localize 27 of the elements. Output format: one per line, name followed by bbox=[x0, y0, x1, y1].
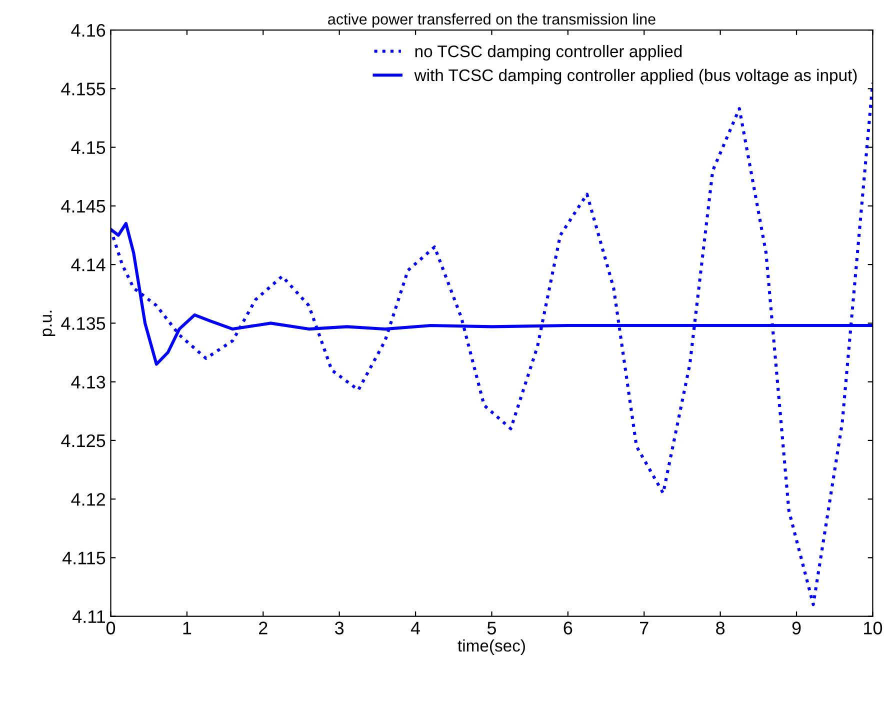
y-axis-title: p.u. bbox=[42, 310, 56, 336]
x-tick-label: 10 bbox=[864, 622, 882, 634]
x-tick-label: 5 bbox=[487, 622, 496, 634]
y-tick-label: 4.15 bbox=[71, 141, 106, 154]
chart-title: active power transferred on the transmission line bbox=[328, 13, 656, 28]
x-tick-label: 9 bbox=[792, 622, 801, 634]
x-tick-label: 1 bbox=[183, 622, 192, 634]
x-tick-label: 0 bbox=[106, 622, 116, 634]
legend-label: no TCSC damping controller applied bbox=[415, 45, 682, 61]
x-tick-label: 4 bbox=[410, 622, 420, 634]
y-tick-label: 4.14 bbox=[71, 258, 106, 272]
x-tick-label: 2 bbox=[259, 622, 268, 634]
y-tick-label: 4.135 bbox=[61, 317, 106, 330]
y-tick-label: 4.155 bbox=[61, 82, 106, 96]
y-tick-label: 4.13 bbox=[71, 376, 106, 389]
x-tick-label: 3 bbox=[335, 622, 344, 634]
y-tick-label: 4.12 bbox=[71, 493, 105, 506]
y-tick-label: 4.145 bbox=[61, 200, 106, 213]
x-tick-label: 6 bbox=[564, 622, 572, 634]
y-tick-label: 4.115 bbox=[62, 552, 106, 564]
y-tick-label: 4.11 bbox=[72, 610, 106, 623]
x-axis-title: time(sec) bbox=[458, 639, 525, 655]
x-tick-label: 8 bbox=[716, 622, 725, 634]
legend-label: with TCSC damping controller applied (bus voltage as input) bbox=[414, 68, 857, 84]
x-tick-label: 7 bbox=[640, 622, 648, 634]
y-tick-label: 4.125 bbox=[61, 434, 106, 448]
y-tick-label: 4.16 bbox=[71, 24, 106, 37]
